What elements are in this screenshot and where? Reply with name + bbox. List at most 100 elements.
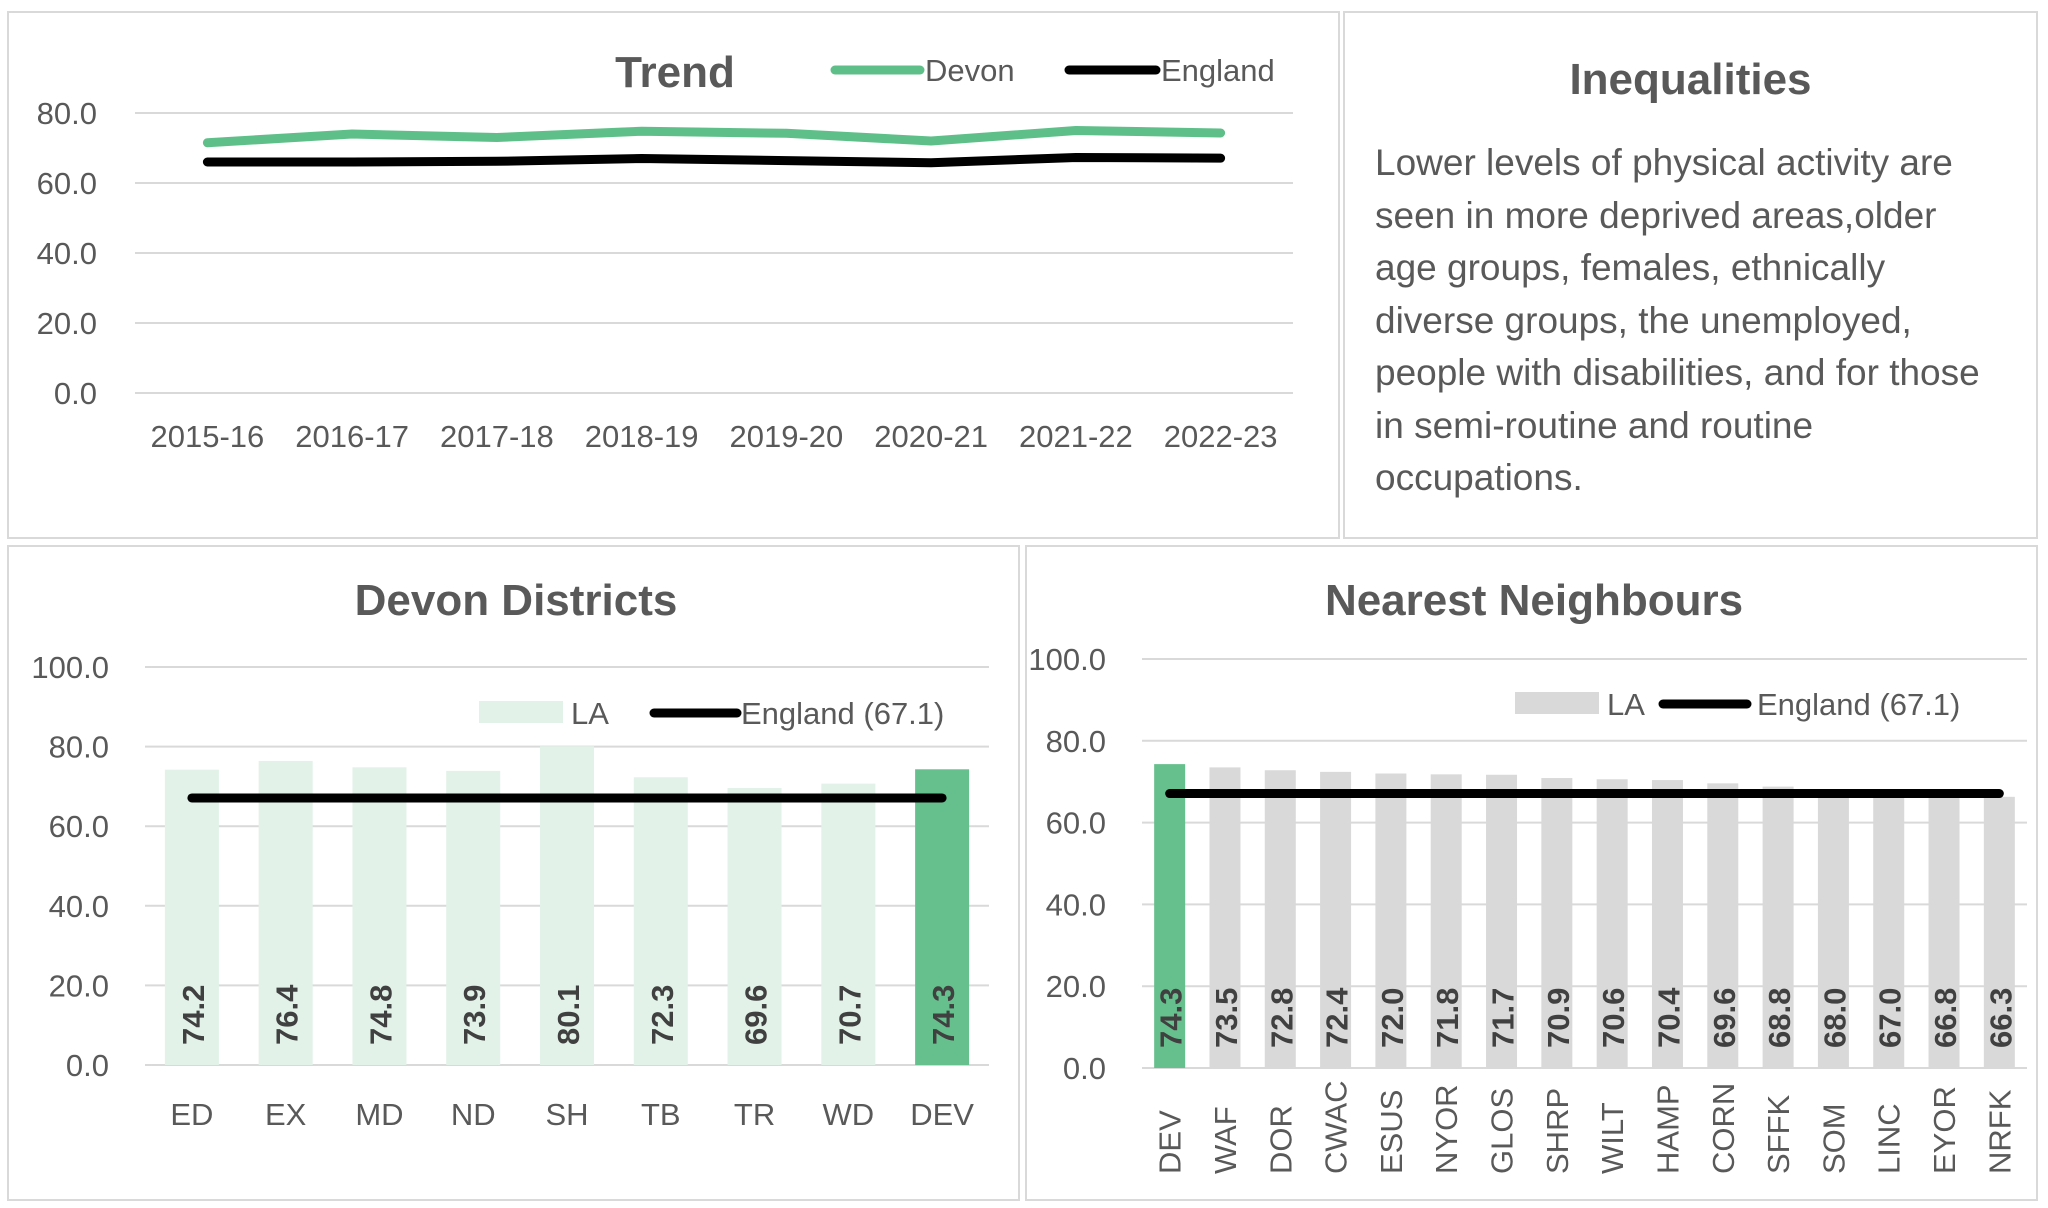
districts-bar <box>258 760 313 1065</box>
neighbours-value-label: 70.6 <box>1596 988 1631 1048</box>
neighbours-x-tick: GLOS <box>1485 1088 1520 1174</box>
neighbours-title: Nearest Neighbours <box>1325 576 1743 625</box>
neighbours-value-label: 66.3 <box>1983 988 2018 1048</box>
neighbours-y-tick: 80.0 <box>1046 724 1106 759</box>
neighbours-x-tick: ESUS <box>1374 1090 1409 1174</box>
neighbours-x-tick: LINC <box>1872 1103 1907 1174</box>
districts-y-tick: 40.0 <box>49 889 109 924</box>
districts-value-label: 74.2 <box>176 985 211 1045</box>
districts-y-tick: 20.0 <box>49 968 109 1003</box>
districts-value-label: 76.4 <box>270 984 305 1045</box>
districts-x-tick: WD <box>823 1097 875 1132</box>
neighbours-x-tick: WILT <box>1595 1102 1630 1174</box>
neighbours-value-label: 70.4 <box>1651 987 1686 1048</box>
neighbours-value-label: 71.7 <box>1486 988 1521 1048</box>
neighbours-bar <box>1154 764 1186 1068</box>
trend-y-tick: 40.0 <box>37 236 97 271</box>
districts-legend-england-label: England (67.1) <box>741 696 944 731</box>
districts-legend-la-label: LA <box>571 696 609 731</box>
trend-series-line-devon <box>202 126 1226 148</box>
neighbours-panel: Nearest Neighbours 0.0 20.0 40.0 60.0 80.0 100… <box>1025 545 2038 1201</box>
neighbours-x-tick: HAMP <box>1650 1084 1685 1174</box>
districts-value-label: 73.9 <box>457 985 492 1045</box>
neighbours-value-label: 68.8 <box>1762 988 1797 1048</box>
districts-bar <box>633 777 688 1065</box>
trend-x-tick: 2022-23 <box>1164 419 1278 454</box>
neighbours-bar <box>1983 796 2015 1068</box>
neighbours-value-label: 67.0 <box>1873 988 1908 1048</box>
districts-bar <box>352 767 407 1065</box>
neighbours-bar <box>1651 780 1683 1068</box>
neighbours-x-tick: CWAC <box>1319 1080 1354 1174</box>
districts-panel: Devon Districts 0.0 20.0 40.0 60.0 80.0 100.0 7… <box>7 545 1020 1201</box>
neighbours-x-tick: DEV <box>1153 1110 1188 1174</box>
neighbours-x-tick: CORN <box>1706 1083 1741 1174</box>
districts-y-tick: 100.0 <box>31 650 109 685</box>
neighbours-bar <box>1596 779 1628 1068</box>
districts-title: Devon Districts <box>355 576 678 625</box>
neighbours-value-label: 69.6 <box>1707 988 1742 1048</box>
trend-y-tick: 80.0 <box>37 96 97 131</box>
trend-x-tick: 2019-20 <box>729 419 843 454</box>
neighbours-legend-england-label: England (67.1) <box>1757 687 1960 722</box>
trend-title: Trend <box>615 48 735 97</box>
districts-x-tick: SH <box>545 1097 588 1132</box>
districts-value-label: 69.6 <box>739 985 774 1045</box>
districts-bar <box>915 769 970 1065</box>
districts-x-tick: EX <box>265 1097 307 1132</box>
inequalities-text: Lower levels of physical activity are se… <box>1375 142 1980 498</box>
districts-x-tick: MD <box>355 1097 403 1132</box>
districts-x-tick: TR <box>734 1097 775 1132</box>
neighbours-value-label: 66.8 <box>1928 988 1963 1048</box>
trend-legend-label: England <box>1161 53 1275 88</box>
inequalities-panel: Inequalities Lower levels of physical ac… <box>1343 11 2038 539</box>
neighbours-legend-la-swatch <box>1515 692 1599 714</box>
neighbours-y-tick: 60.0 <box>1046 806 1106 841</box>
neighbours-bar <box>1928 794 1960 1068</box>
neighbours-bar <box>1430 774 1462 1068</box>
neighbours-y-tick: 40.0 <box>1046 887 1106 922</box>
neighbours-bar <box>1486 774 1518 1068</box>
neighbours-bar <box>1762 786 1794 1068</box>
districts-x-tick: TB <box>641 1097 681 1132</box>
trend-chart: Trend 0.0 20.0 40.0 60.0 80.0 2015-16 2016-17 20… <box>37 48 1293 454</box>
neighbours-value-label: 71.8 <box>1430 988 1465 1048</box>
neighbours-bar <box>1320 771 1352 1068</box>
trend-x-tick: 2015-16 <box>150 419 264 454</box>
districts-bar <box>821 783 876 1065</box>
districts-x-tick: ED <box>170 1097 213 1132</box>
neighbours-x-tick: NRFK <box>1982 1089 2017 1174</box>
districts-value-label: 74.8 <box>363 985 398 1045</box>
neighbours-value-label: 72.8 <box>1264 988 1299 1048</box>
neighbours-bar <box>1873 793 1905 1068</box>
neighbours-bar <box>1264 770 1296 1068</box>
districts-bar <box>446 770 501 1065</box>
neighbours-chart: Nearest Neighbours 0.0 20.0 40.0 60.0 80.0 100… <box>1028 576 2027 1174</box>
neighbours-x-tick: EYOR <box>1927 1086 1962 1174</box>
districts-legend-la-swatch <box>479 701 563 723</box>
neighbours-bar <box>1375 773 1407 1068</box>
trend-y-tick: 60.0 <box>37 166 97 201</box>
neighbours-value-label: 68.0 <box>1817 988 1852 1048</box>
neighbours-x-tick: SHRP <box>1540 1088 1575 1174</box>
neighbours-value-label: 70.9 <box>1541 988 1576 1048</box>
trend-x-tick: 2018-19 <box>585 419 699 454</box>
trend-y-tick: 0.0 <box>54 376 97 411</box>
neighbours-y-tick: 100.0 <box>1028 642 1106 677</box>
neighbours-x-tick: DOR <box>1263 1105 1298 1174</box>
trend-x-tick: 2016-17 <box>295 419 409 454</box>
districts-bar <box>164 769 219 1065</box>
trend-legend-label: Devon <box>925 53 1015 88</box>
districts-value-label: 80.1 <box>551 985 586 1045</box>
neighbours-y-tick: 0.0 <box>1063 1051 1106 1086</box>
neighbours-x-tick: NYOR <box>1429 1084 1464 1174</box>
neighbours-x-tick: SOM <box>1816 1103 1851 1174</box>
neighbours-value-label: 72.0 <box>1375 988 1410 1048</box>
trend-x-tick: 2020-21 <box>874 419 988 454</box>
neighbours-bar <box>1707 783 1739 1068</box>
districts-value-label: 72.3 <box>645 985 680 1045</box>
districts-bar <box>727 787 782 1065</box>
districts-x-tick: DEV <box>910 1097 974 1132</box>
trend-y-tick: 20.0 <box>37 306 97 341</box>
trend-series-line-england <box>202 152 1226 168</box>
